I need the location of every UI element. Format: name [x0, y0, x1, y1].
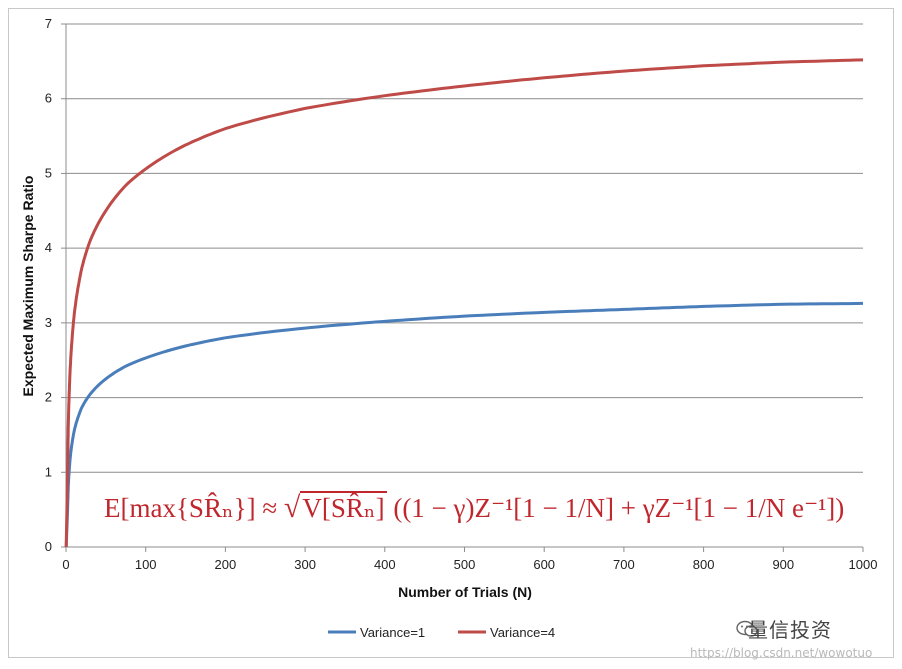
- series-line-1: [64, 301, 864, 548]
- series-line-2: [64, 58, 864, 548]
- legend-label-2: Variance=4: [490, 625, 555, 640]
- x-tick-label: 0: [62, 557, 69, 572]
- legend: Variance=1 Variance=4: [328, 625, 555, 640]
- y-tick-label: 0: [45, 539, 52, 554]
- formula-approx: ≈: [262, 493, 278, 523]
- x-tick-label: 100: [135, 557, 157, 572]
- y-tick-label: 3: [45, 315, 52, 330]
- x-tick-label: 200: [215, 557, 237, 572]
- x-tick-label: 800: [693, 557, 715, 572]
- x-tick-label: 500: [454, 557, 476, 572]
- x-tick-label: 600: [533, 557, 555, 572]
- formula-body: ((1 − γ)Z⁻¹[1 − 1/N] + γZ⁻¹[1 − 1/N e⁻¹]…: [393, 493, 845, 523]
- wechat-icon: [736, 620, 758, 637]
- series-lines: [64, 58, 864, 548]
- y-tick-label: 4: [45, 240, 52, 255]
- x-tick-label: 300: [294, 557, 316, 572]
- watermark-text: 量信投资: [748, 618, 832, 642]
- x-tick-label: 700: [613, 557, 635, 572]
- x-tick-label: 900: [772, 557, 794, 572]
- legend-label-1: Variance=1: [360, 625, 425, 640]
- formula-lhs: E[max{SR̂ₙ}]: [104, 493, 256, 523]
- x-tick-label: 1000: [849, 557, 878, 572]
- y-tick-label: 5: [45, 165, 52, 180]
- axes: [61, 23, 864, 552]
- x-axis-title: Number of Trials (N): [398, 584, 532, 600]
- gridlines: [66, 23, 863, 473]
- y-axis-title: Expected Maximum Sharpe Ratio: [20, 176, 36, 397]
- chart-frame: [8, 8, 894, 658]
- x-tick-label: 400: [374, 557, 396, 572]
- y-tick-label: 1: [45, 464, 52, 479]
- formula-root: V[SR̂ₙ]: [300, 491, 387, 523]
- watermark-url: https://blog.csdn.net/wowotuo: [690, 646, 873, 660]
- y-tick-label: 6: [45, 91, 52, 106]
- tick-labels: 0 1 2 3 4 5 6 7 0 100 200 300 400 500 600 700 800 900 1000: [45, 16, 878, 572]
- y-tick-label: 2: [45, 390, 52, 405]
- sharpe-ratio-formula: E[max{SR̂ₙ}] ≈ √V[SR̂ₙ] ((1 − γ)Z⁻¹[1 − …: [104, 491, 845, 524]
- y-tick-label: 7: [45, 16, 52, 31]
